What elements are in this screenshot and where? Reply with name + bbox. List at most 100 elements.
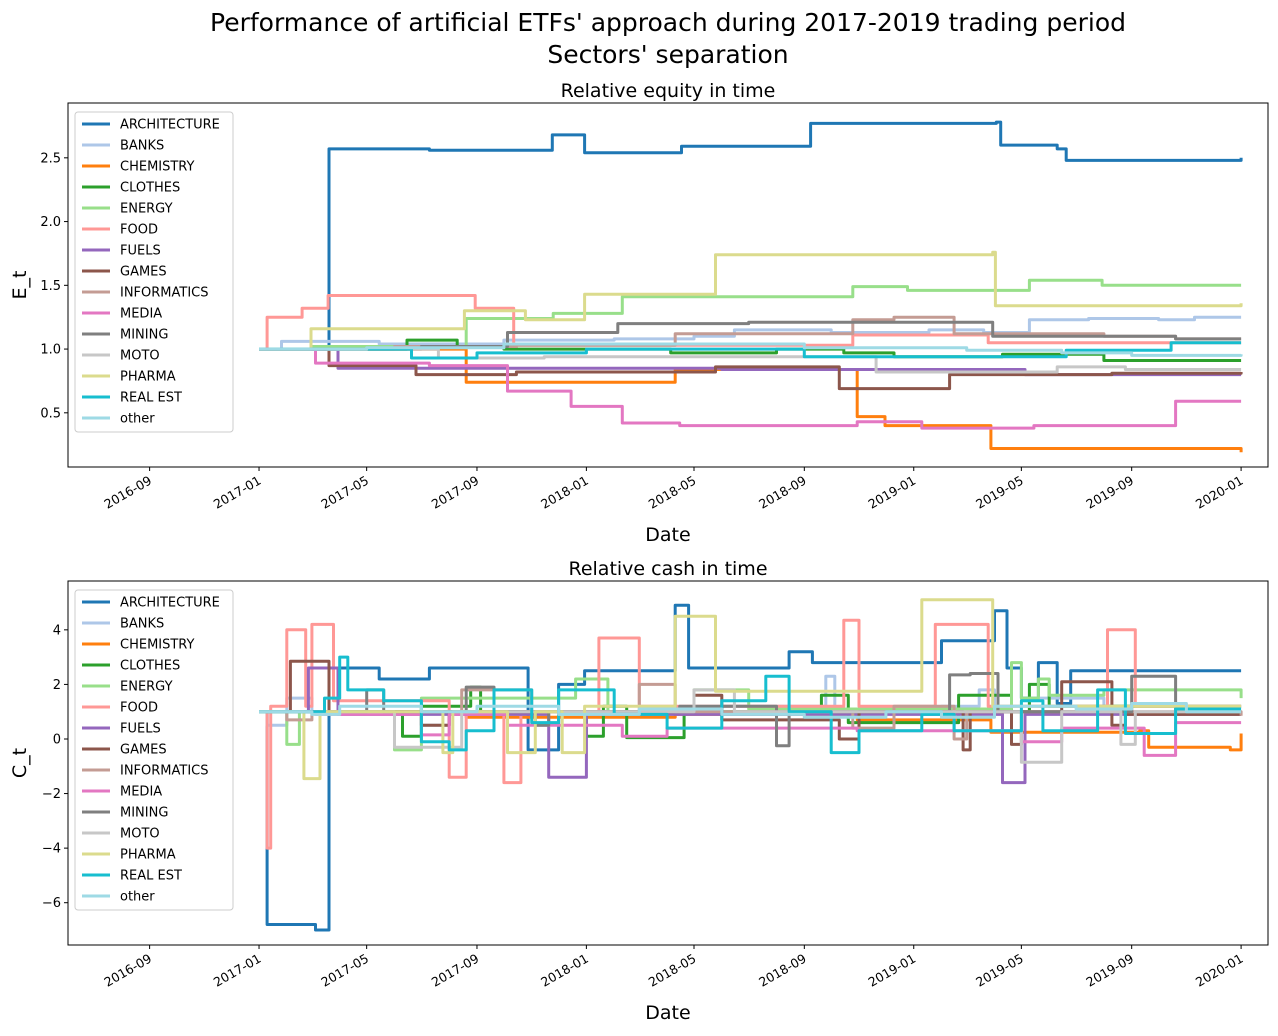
legend-item: MOTO <box>82 349 160 364</box>
legend-label: CHEMISTRY <box>120 638 195 653</box>
legend-label: other <box>120 412 155 427</box>
x-tick-label: 2017-05 <box>318 473 371 512</box>
series-line-banks <box>259 315 1242 351</box>
legend-label: GAMES <box>120 743 167 758</box>
legend-item: BANKS <box>82 617 164 632</box>
legend-item: GAMES <box>82 265 167 280</box>
x-tick-label: 2018-01 <box>538 951 591 990</box>
legend-item: ENERGY <box>82 680 173 695</box>
y-tick-label: −4 <box>42 842 61 857</box>
y-tick-label: −2 <box>42 787 61 802</box>
series-line-clothes <box>259 338 1242 362</box>
x-tick-label: 2018-05 <box>646 473 699 512</box>
legend-label: FUELS <box>120 722 161 737</box>
legend-item: REAL EST <box>82 391 182 406</box>
legend-label: PHARMA <box>120 370 176 385</box>
legend-label: CLOTHES <box>120 181 180 196</box>
legend-item: other <box>82 890 155 905</box>
axes-cash: Relative cash in time 2016-09 2017-01 2017-… <box>9 558 1269 1024</box>
x-tick-label: 2017-09 <box>429 951 482 990</box>
series-line-pharma <box>259 598 1242 781</box>
legend-label: BANKS <box>120 617 164 632</box>
legend-item: ARCHITECTURE <box>82 596 220 611</box>
series-line-chemistry <box>259 347 1243 453</box>
legend-item: FOOD <box>82 701 158 716</box>
series-line-other <box>259 702 1242 719</box>
legend-label: REAL EST <box>120 869 182 884</box>
legend-item: FUELS <box>82 244 161 259</box>
series-line-food <box>259 618 1242 850</box>
legend-label: MOTO <box>120 827 160 842</box>
legend-label: INFORMATICS <box>120 764 209 779</box>
x-tick-label: 2017-01 <box>211 951 264 990</box>
legend-label: REAL EST <box>120 391 182 406</box>
y-tick-label: 4 <box>53 623 61 638</box>
y-tick-label: 2 <box>53 678 61 693</box>
legend-label: ARCHITECTURE <box>120 596 220 611</box>
x-tick-label: 2017-09 <box>429 473 482 512</box>
y-tick-label: 1.0 <box>40 343 61 358</box>
y-tick-label: 2.5 <box>40 151 61 166</box>
legend-item: other <box>82 412 155 427</box>
legend-item: BANKS <box>82 139 164 154</box>
series-line-architecture <box>259 603 1242 932</box>
legend-item: FUELS <box>82 722 161 737</box>
x-tick-label: 2019-01 <box>866 473 919 512</box>
x-tick-label: 2018-09 <box>756 951 809 990</box>
x-tick-label: 2019-05 <box>973 951 1026 990</box>
series-line-pharma <box>259 250 1243 351</box>
x-tick-label: 2017-01 <box>211 473 264 512</box>
x-tick-label: 2018-01 <box>538 473 591 512</box>
legend-label: other <box>120 890 155 905</box>
legend-label: ENERGY <box>120 680 173 695</box>
legend-item: PHARMA <box>82 848 176 863</box>
legend-label: ENERGY <box>120 202 173 217</box>
y-tick-label: −6 <box>42 896 61 911</box>
x-tick-label: 2019-09 <box>1083 951 1136 990</box>
legend-item: ARCHITECTURE <box>82 118 220 133</box>
y-tick-label: 1.5 <box>40 279 61 294</box>
legend-label: MINING <box>120 806 168 821</box>
axes-equity: Relative equity in time 2016-09 2017-01 201… <box>9 80 1269 546</box>
x-tick-label: 2016-09 <box>101 473 154 512</box>
y-axis-label: E_t <box>9 271 31 300</box>
legend-item: MINING <box>82 806 168 821</box>
legend-label: BANKS <box>120 139 164 154</box>
series-line-fuels <box>259 666 1242 785</box>
x-tick-label: 2017-05 <box>318 951 371 990</box>
x-tick-label: 2020-01 <box>1193 951 1246 990</box>
legend-item: CHEMISTRY <box>82 638 195 653</box>
axes-frame <box>67 102 1269 468</box>
legend-item: MEDIA <box>82 307 162 322</box>
figure-title-line2: Sectors' separation <box>547 40 788 69</box>
x-axis-label: Date <box>645 524 690 546</box>
legend: ARCHITECTURE BANKS CHEMISTRY CLOTHES ENERGY F… <box>74 589 234 911</box>
legend-label: MOTO <box>120 349 160 364</box>
series-line-other <box>259 342 1243 357</box>
legend-item: CLOTHES <box>82 659 180 674</box>
subplot-title: Relative cash in time <box>568 558 767 580</box>
y-tick-label: 0.5 <box>40 406 61 421</box>
series-lines <box>259 598 1243 932</box>
x-axis-label: Date <box>645 1002 690 1024</box>
legend-label: ARCHITECTURE <box>120 118 220 133</box>
legend-item: INFORMATICS <box>82 286 209 301</box>
x-tick-label: 2019-05 <box>973 473 1026 512</box>
legend-item: PHARMA <box>82 370 176 385</box>
x-tick-label: 2019-09 <box>1083 473 1136 512</box>
legend-label: PHARMA <box>120 848 176 863</box>
legend-label: INFORMATICS <box>120 286 209 301</box>
legend-label: MEDIA <box>120 785 162 800</box>
legend-label: CLOTHES <box>120 659 180 674</box>
legend-box <box>74 589 234 911</box>
legend-label: GAMES <box>120 265 167 280</box>
legend-item: MINING <box>82 328 168 343</box>
series-line-architecture <box>259 120 1243 351</box>
legend-item: INFORMATICS <box>82 764 209 779</box>
series-line-real-est <box>259 341 1242 360</box>
y-tick-label: 2.0 <box>40 215 61 230</box>
legend-item: FOOD <box>82 223 158 238</box>
series-line-media <box>259 347 1242 430</box>
series-line-food <box>259 294 1242 351</box>
